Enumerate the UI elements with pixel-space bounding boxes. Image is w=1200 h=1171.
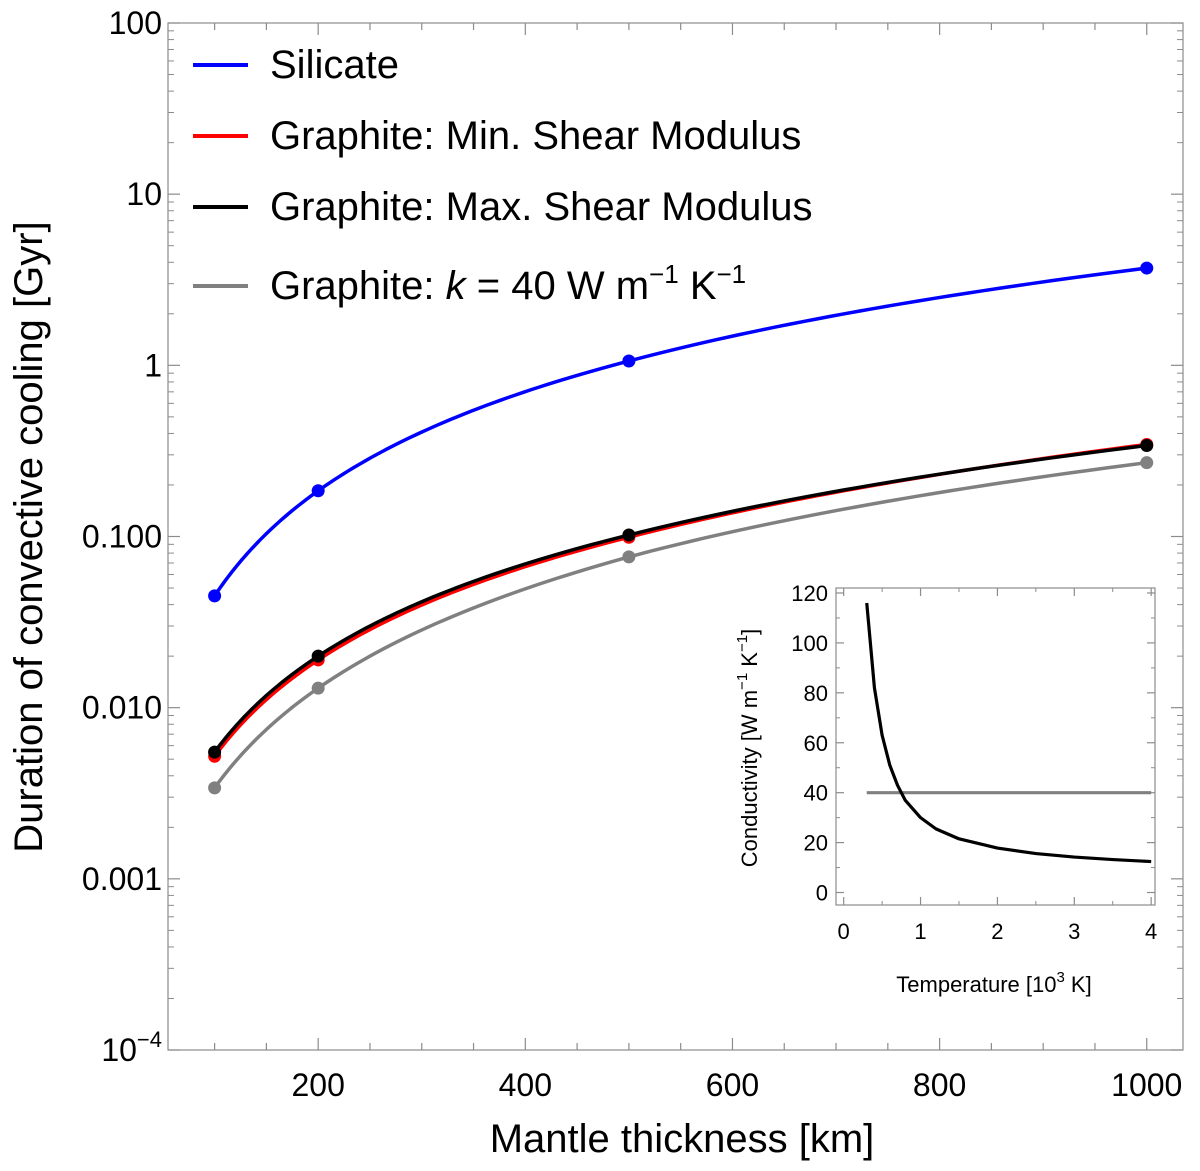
y-tick-label: 100 xyxy=(109,5,162,41)
y-tick-label: 0.010 xyxy=(82,690,162,726)
series-line-silicate xyxy=(213,266,1147,597)
point-silicate xyxy=(1140,261,1154,275)
x-tick-label: 200 xyxy=(291,1067,344,1103)
main-axis-ticks: 200 400 600 800 10001001010.1000.0100.00110−… xyxy=(82,5,1183,1103)
point-graphite-k40 xyxy=(622,550,636,564)
inset-plot-frame xyxy=(835,587,1156,906)
point-graphite-k40 xyxy=(311,681,325,695)
inset-y-tick-label: 80 xyxy=(804,681,828,706)
x-axis-title: Mantle thickness [km] xyxy=(490,1117,875,1161)
inset-x-tick-label: 0 xyxy=(838,919,850,944)
y-tick-label: 1 xyxy=(144,347,162,383)
series-line-graphite-max xyxy=(213,443,1147,754)
y-tick-label: 0.001 xyxy=(82,861,162,897)
y-tick-label-min: 10−4 xyxy=(101,1027,162,1068)
point-graphite-max xyxy=(311,649,325,663)
point-graphite-k40 xyxy=(208,781,222,795)
point-graphite-max xyxy=(208,745,222,759)
inset-x-tick-label: 4 xyxy=(1145,919,1157,944)
inset-x-axis-title: Temperature [103 K] xyxy=(896,969,1091,997)
inset-series-line-graphite-conductivity xyxy=(865,602,1152,864)
series-line-graphite-k40 xyxy=(213,460,1147,789)
inset-x-tick-label: 2 xyxy=(991,919,1003,944)
x-tick-label: 400 xyxy=(499,1067,552,1103)
point-graphite-max xyxy=(1140,439,1154,453)
inset-y-axis-title: Conductivity [W m−1 K−1] xyxy=(734,629,762,867)
inset-y-tick-label: 120 xyxy=(791,581,828,606)
inset-border xyxy=(835,587,1156,906)
inset-series-group xyxy=(865,602,1152,864)
y-axis-title: Duration of convective cooling [Gyr] xyxy=(7,221,51,852)
legend: Silicate Graphite: Min. Shear Modulus Gr… xyxy=(193,43,812,308)
x-tick-label: 600 xyxy=(706,1067,759,1103)
legend-label-silicate: Silicate xyxy=(270,43,399,87)
point-graphite-k40 xyxy=(1140,456,1154,470)
point-graphite-max xyxy=(622,528,636,542)
point-silicate xyxy=(622,354,636,368)
y-tick-label: 10 xyxy=(126,176,162,212)
inset-x-tick-label: 3 xyxy=(1068,919,1080,944)
point-silicate xyxy=(311,484,325,498)
legend-label-graphite-min: Graphite: Min. Shear Modulus xyxy=(270,114,801,158)
inset-y-tick-label: 40 xyxy=(804,781,828,806)
x-tick-label: 800 xyxy=(913,1067,966,1103)
inset-y-tick-label: 100 xyxy=(791,631,828,656)
legend-label-graphite-max: Graphite: Max. Shear Modulus xyxy=(270,185,812,229)
inset-y-tick-label: 60 xyxy=(804,731,828,756)
inset-y-tick-label: 20 xyxy=(804,831,828,856)
inset-y-tick-label: 0 xyxy=(816,881,828,906)
main-series-group xyxy=(208,261,1154,795)
y-tick-label: 0.100 xyxy=(82,519,162,555)
point-silicate xyxy=(208,589,222,603)
inset-x-tick-label: 1 xyxy=(914,919,926,944)
legend-label-graphite-k40: Graphite: k = 40 W m−1 K−1 xyxy=(270,259,746,308)
x-tick-label: 1000 xyxy=(1111,1067,1182,1103)
